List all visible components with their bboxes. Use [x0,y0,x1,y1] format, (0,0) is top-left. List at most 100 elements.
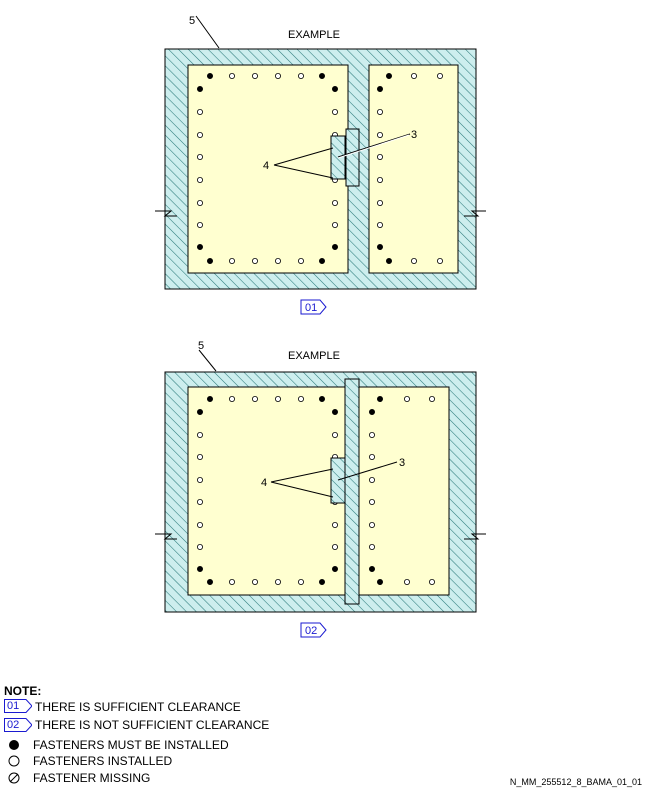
fastener-required [206,257,213,264]
panel-left [187,64,349,274]
fastener-required [376,86,383,93]
fastener-installed [331,522,338,529]
splice-part-3 [344,378,360,605]
fastener-installed [228,395,235,402]
fastener-installed [376,199,383,206]
fastener-installed [331,221,338,228]
fastener-installed [403,395,410,402]
fastener-installed [251,395,258,402]
fastener-required [318,579,325,586]
fastener-installed [274,73,281,80]
fastener-required [368,566,375,573]
callout-5: 5 [189,15,195,27]
fastener-required [196,566,203,573]
fastener-required [196,408,203,415]
fastener-installed [196,221,203,228]
callout-4: 4 [261,477,267,489]
figure-badge-01: 01 [300,299,327,315]
fastener-required [318,73,325,80]
fastener-installed [331,544,338,551]
fastener-installed [376,153,383,160]
fastener-required [196,86,203,93]
svg-text:02: 02 [305,625,317,637]
fastener-installed [410,257,417,264]
callout-4: 4 [263,160,269,172]
fastener-installed [436,73,443,80]
callout-3: 3 [399,457,405,469]
fastener-required [376,579,383,586]
callout-5: 5 [198,340,204,352]
fastener-installed [196,109,203,116]
fastener-required [318,257,325,264]
panel-right [368,64,459,274]
fastener-installed [196,131,203,138]
diagram-02: 5 EXAMPLE 4 3 02 [155,340,486,638]
fastener-installed [297,73,304,80]
callout-3: 3 [411,129,417,141]
fastener-installed [274,257,281,264]
fastener-required [206,579,213,586]
fasteners [196,73,443,264]
figure-badge-02: 02 [300,622,327,638]
bracket-4 [330,457,346,504]
fastener-installed [368,498,375,505]
fastener-installed [274,395,281,402]
diagram-title: EXAMPLE [288,350,340,362]
fastener-required [206,73,213,80]
fastener-required [196,243,203,250]
fastener-installed [196,453,203,460]
fastener-installed [196,476,203,483]
fastener-installed [196,153,203,160]
fastener-installed [368,431,375,438]
fastener-installed [376,176,383,183]
fastener-required [206,395,213,402]
fastener-installed [428,579,435,586]
fastener-installed [196,431,203,438]
panel-left [187,386,349,596]
fastener-required [331,408,338,415]
fastener-installed [331,431,338,438]
leader-lines [195,15,411,179]
fastener-installed [428,395,435,402]
fastener-installed [403,579,410,586]
leader-line-3-double [337,134,410,159]
fastener-required [385,257,392,264]
fastener-installed [196,522,203,529]
fastener-required [318,395,325,402]
leader-lines [198,349,398,498]
fastener-required [376,243,383,250]
panel-right [357,386,450,596]
fastener-installed [331,109,338,116]
fastener-required [368,408,375,415]
diagram-01: 5 EXAMPLE 4 3 01 [155,15,486,315]
fastener-installed [228,579,235,586]
fastener-required [331,243,338,250]
splice-part-3 [345,128,360,187]
fastener-installed [368,476,375,483]
fastener-required [385,73,392,80]
diagram-title: EXAMPLE [288,29,340,41]
fastener-installed [196,544,203,551]
fastener-installed [297,579,304,586]
break-mark-left [155,533,177,540]
fastener-installed [251,257,258,264]
break-mark-left [155,210,177,217]
fastener-installed [376,131,383,138]
fastener-installed [196,498,203,505]
fastener-installed [251,73,258,80]
fastener-installed [297,395,304,402]
fastener-installed [368,522,375,529]
fastener-installed [410,73,417,80]
fastener-required [331,566,338,573]
fastener-installed [376,221,383,228]
fastener-installed [196,176,203,183]
fastener-required [331,86,338,93]
svg-text:01: 01 [305,302,317,314]
fastener-required [376,395,383,402]
break-mark-right [464,533,486,540]
fastener-installed [228,73,235,80]
fastener-installed [251,579,258,586]
fastener-installed [376,109,383,116]
fastener-installed [368,453,375,460]
